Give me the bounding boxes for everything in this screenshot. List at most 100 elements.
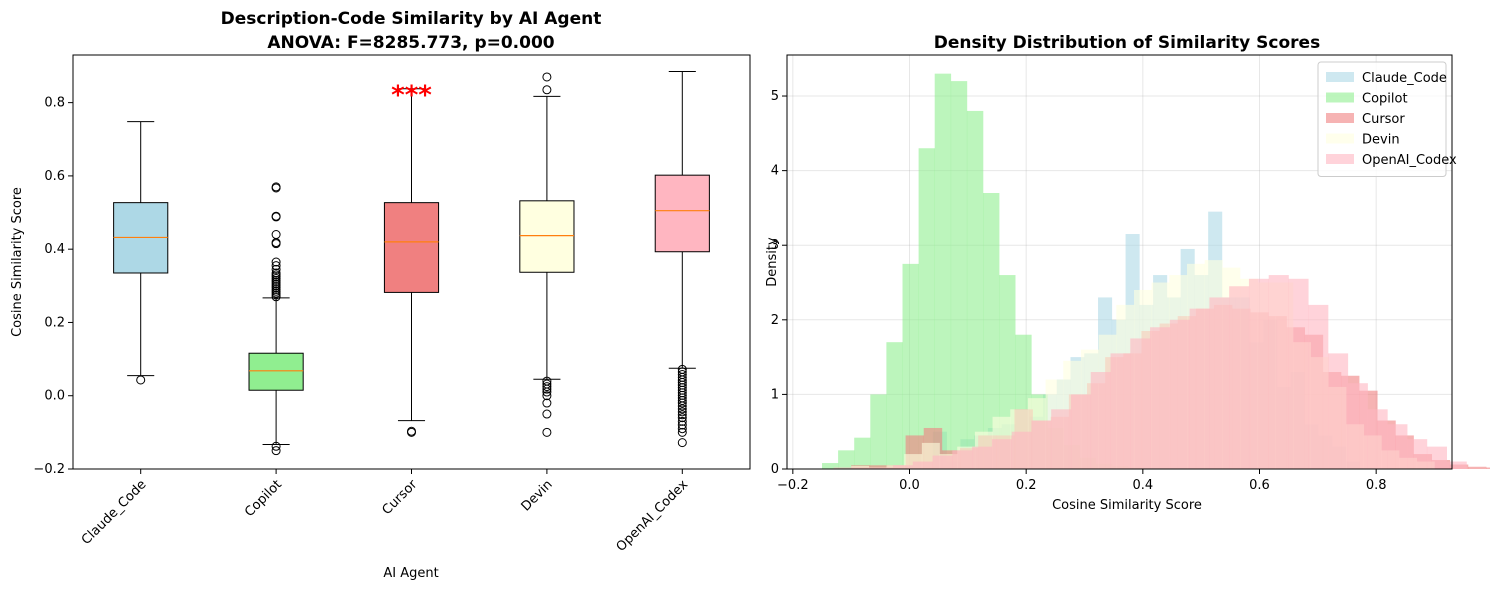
box-plot-panel: Description-Code Similarity by AI Agent … (10, 9, 751, 581)
outlier-point (542, 382, 552, 392)
histogram-x-tick-label: 0.0 (899, 478, 920, 493)
histogram-x-axis-label: Cosine Similarity Score (1052, 498, 1202, 513)
histogram-bar (1130, 338, 1151, 469)
legend-label: Claude_Code (1362, 71, 1447, 86)
histogram-x-tick-label: 0.2 (1016, 478, 1037, 493)
outlier-point (677, 427, 687, 437)
histogram-bar (1090, 372, 1111, 469)
outlier-point (271, 211, 281, 221)
outlier-point (677, 438, 687, 448)
histogram-bar (1446, 461, 1467, 469)
outlier-point (271, 182, 281, 192)
box-plot-title: Description-Code Similarity by AI Agent (221, 9, 602, 29)
outlier-point (542, 384, 552, 394)
histogram-bar (886, 342, 903, 469)
outlier-point (136, 375, 146, 385)
legend-swatch (1326, 133, 1354, 144)
iqr-box (519, 200, 575, 273)
histogram-bar (934, 73, 952, 469)
histogram-panel: Density Distribution of Similarity Score… (765, 33, 1490, 513)
box-plot-y-tick-label: 0.8 (44, 96, 65, 111)
box-devin (519, 72, 575, 437)
box-plot-y-tick-label: 0.4 (44, 242, 65, 257)
outlier-point (271, 268, 281, 278)
outlier-point (271, 264, 281, 274)
box-copilot (248, 182, 304, 456)
histogram-bar (1347, 383, 1368, 469)
outlier-point (271, 446, 281, 456)
histogram-series-openai-codex (833, 275, 1467, 469)
outlier-point (542, 391, 552, 401)
histogram-bar (950, 81, 968, 470)
outlier-point (271, 441, 281, 451)
histogram-x-tick-label: 0.6 (1249, 478, 1270, 493)
legend-swatch (1326, 113, 1354, 123)
box-plot-y-tick-label: 0.2 (44, 315, 65, 330)
histogram-bar (854, 437, 871, 469)
histogram-bar (853, 467, 874, 469)
iqr-box (654, 174, 710, 253)
histogram-bar (1051, 409, 1072, 469)
histogram-bar (1288, 278, 1309, 469)
outlier-point (677, 424, 687, 434)
histogram-bar (983, 193, 1000, 469)
histogram-bar (1110, 353, 1131, 469)
outlier-point (677, 410, 687, 420)
legend-label: Cursor (1362, 112, 1405, 127)
histogram-y-tick-label: 5 (771, 89, 779, 104)
box-openai-codex (654, 70, 710, 448)
box-claude-code (113, 121, 169, 385)
histogram-y-tick-label: 2 (771, 313, 779, 328)
legend-swatch (1326, 154, 1354, 164)
histogram-bar (1189, 308, 1210, 469)
iqr-box (383, 202, 440, 293)
outlier-point (677, 420, 687, 430)
box-plot-x-axis-label: AI Agent (383, 566, 438, 581)
outlier-point (677, 407, 687, 417)
legend-label: OpenAI_Codex (1362, 153, 1457, 168)
histogram-y-tick-label: 3 (771, 238, 779, 253)
outlier-point (677, 398, 687, 408)
histogram-bar (873, 467, 894, 469)
outlier-point (677, 401, 687, 411)
histogram-bar (902, 263, 919, 469)
outlier-point (677, 413, 687, 423)
histogram-bar (1426, 446, 1447, 469)
outlier-point (271, 257, 281, 267)
histogram-bar (1209, 297, 1230, 469)
outlier-point (677, 404, 687, 414)
box-plot-x-tick-label: Claude_Code (79, 477, 150, 548)
histogram-title: Density Distribution of Similarity Score… (934, 33, 1320, 53)
histogram-bar (1011, 431, 1032, 469)
legend-frame (1317, 61, 1447, 177)
legend-label: Copilot (1362, 92, 1408, 107)
histogram-bar (1169, 319, 1190, 469)
histogram-bar (833, 467, 854, 469)
histogram-bar (822, 463, 839, 469)
legend-swatch (1326, 92, 1354, 103)
histogram-bar (870, 394, 887, 469)
box-plot-frame (72, 54, 751, 470)
outlier-point (542, 72, 552, 82)
histogram-bar (1328, 353, 1349, 469)
histogram-legend: Claude_Code Copilot Cursor Devin OpenAI_Code… (1317, 61, 1457, 177)
outlier-point (542, 387, 552, 397)
outlier-point (407, 427, 416, 437)
histogram-bar (892, 465, 914, 469)
histogram-frame (786, 54, 1453, 470)
histogram-y-axis-label: Density (765, 237, 780, 287)
histogram-y-tick-label: 4 (771, 164, 779, 179)
box-plot-area: −0.2 0.0 0.2 0.4 0.6 0.8 Claude_Code Copilot Cur… (33, 70, 710, 555)
histogram-bar (1407, 439, 1428, 469)
box-plot-subtitle: ANOVA: F=8285.773, p=0.000 (267, 33, 554, 53)
histogram-x-tick-label: 0.8 (1366, 478, 1387, 493)
histogram-bar (1467, 466, 1487, 469)
histogram-bar (1486, 467, 1490, 469)
box-plot-x-tick-label: Cursor (380, 477, 421, 518)
box-plot-x-tick-label: Copilot (242, 477, 285, 520)
box-plot-y-tick-label: 0.0 (44, 389, 65, 404)
histogram-bar (952, 450, 973, 469)
histogram-bar (1031, 420, 1052, 469)
outlier-point (271, 230, 281, 240)
